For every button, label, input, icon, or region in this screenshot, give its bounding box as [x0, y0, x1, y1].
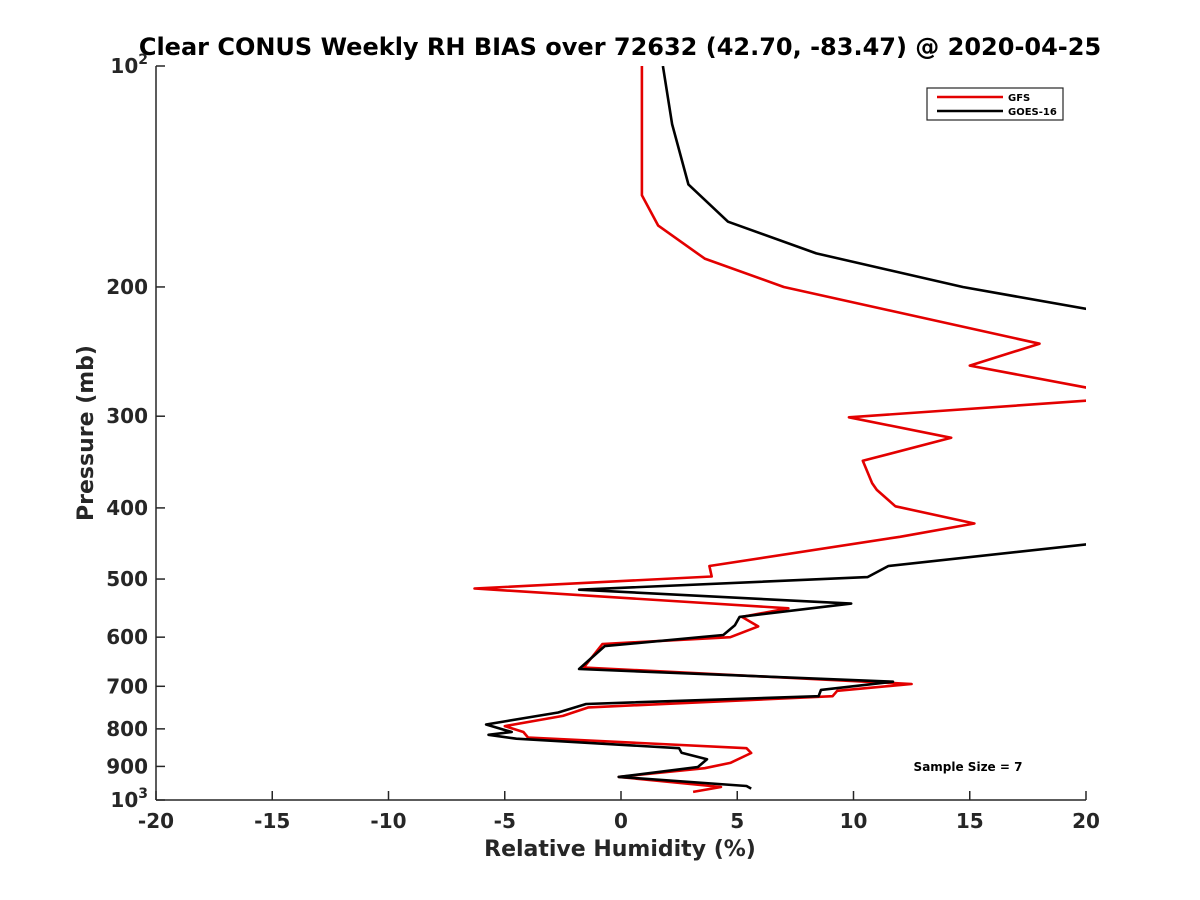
- x-tick-label: 5: [730, 809, 744, 833]
- y-tick-label: 900: [106, 754, 148, 778]
- x-tick-label: 20: [1072, 809, 1100, 833]
- legend-label-goes16: GOES-16: [1008, 107, 1057, 118]
- y-tick-label: 500: [106, 567, 148, 591]
- y-tick-label: 200: [106, 275, 148, 299]
- series-line-goes16: [484, 66, 1086, 790]
- sample-size-annotation: Sample Size = 7: [914, 760, 1023, 774]
- y-tick-label: 103: [110, 786, 148, 812]
- y-tick-label: 800: [106, 717, 148, 741]
- y-tick-label: 300: [106, 404, 148, 428]
- plot-area: [473, 66, 1086, 794]
- y-axis-label: Pressure (mb): [74, 345, 99, 521]
- x-tick-label: 10: [840, 809, 868, 833]
- series-line-gfs: [473, 66, 1086, 794]
- chart-title: Clear CONUS Weekly RH BIAS over 72632 (4…: [139, 33, 1101, 61]
- x-tick-label: -10: [370, 809, 406, 833]
- x-tick-label: 15: [956, 809, 984, 833]
- x-tick-label: 0: [614, 809, 628, 833]
- x-axis-ticks: -20 -15 -10 -5 0 5 10 15 20: [138, 791, 1100, 833]
- x-tick-label: -15: [254, 809, 290, 833]
- legend: GFS GOES-16: [926, 87, 1064, 121]
- x-tick-label: -20: [138, 809, 174, 833]
- y-axis-ticks: 102 200 300 400 500 600 700 800 900 103: [106, 52, 165, 812]
- y-tick-label: 700: [106, 674, 148, 698]
- axes: [155, 66, 1086, 801]
- legend-label-gfs: GFS: [1008, 93, 1030, 104]
- x-axis-label: Relative Humidity (%): [484, 837, 756, 862]
- y-tick-label: 600: [106, 625, 148, 649]
- y-tick-label: 102: [110, 52, 148, 78]
- legend-box: [926, 87, 1064, 121]
- y-tick-label: 400: [106, 496, 148, 520]
- x-tick-label: -5: [494, 809, 516, 833]
